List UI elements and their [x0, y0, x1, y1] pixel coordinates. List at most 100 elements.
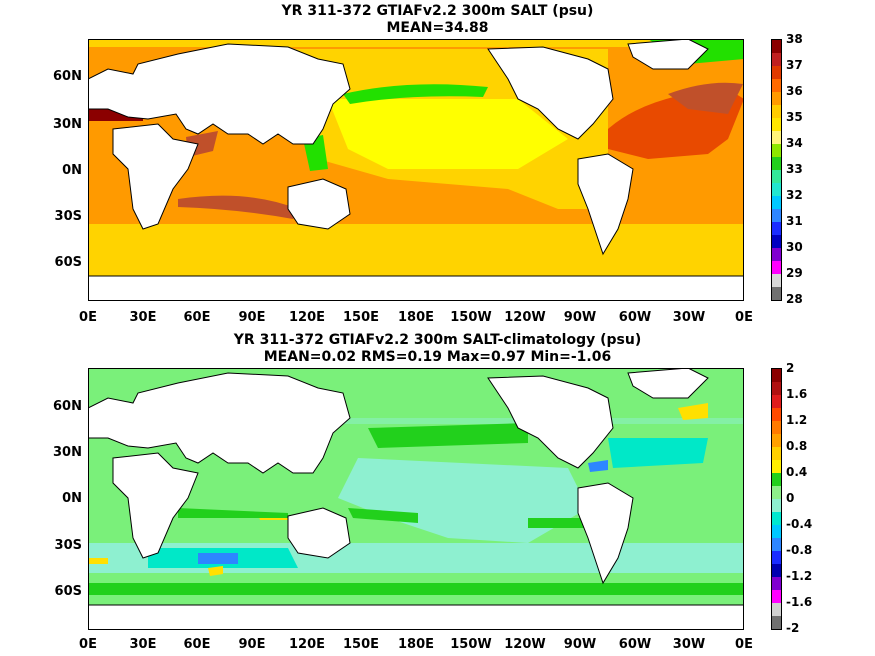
p2-ylabel-60s: 60S [54, 584, 82, 599]
colorbar-swatch [772, 40, 781, 53]
anom-atlantic-cyan [608, 438, 708, 468]
north-america [487, 46, 614, 140]
colorbar-swatch [772, 447, 781, 460]
colorbar-swatch [772, 235, 781, 248]
south-america [577, 482, 634, 585]
p2-xlabel: 60E [183, 637, 211, 652]
colorbar-swatch [772, 499, 781, 512]
panel2-anomaly-map [88, 368, 744, 630]
p2-cb-label: -0.4 [786, 517, 813, 531]
colorbar-swatch [772, 131, 781, 144]
panel2-continents [88, 368, 744, 630]
p2-cb-label: -1.6 [786, 595, 813, 609]
p2-xlabel: 30E [129, 637, 157, 652]
p1-xlabel: 60W [618, 310, 652, 325]
p2-cb-label: 0.8 [786, 439, 808, 453]
p2-cb-label: -1.2 [786, 569, 813, 583]
panel1-subtitle: MEAN=34.88 [386, 20, 489, 36]
p2-cb-label: 0 [786, 491, 795, 505]
australia [287, 178, 351, 230]
p1-xlabel: 120W [504, 310, 546, 325]
p1-cb-label: 34 [786, 136, 803, 150]
p1-xlabel: 180E [397, 310, 435, 325]
colorbar-swatch [772, 525, 781, 538]
p1-xlabel: 30E [129, 310, 157, 325]
antarctica [88, 275, 744, 301]
colorbar-swatch [772, 183, 781, 196]
p1-cb-label: 36 [786, 84, 803, 98]
panel1-salinity-map [88, 39, 744, 301]
panel2-subtitle: MEAN=0.02 RMS=0.19 Max=0.97 Min=-1.06 [263, 349, 612, 365]
salt-indian-band [178, 195, 298, 219]
p2-ylabel-30s: 30S [54, 538, 82, 553]
colorbar-swatch [772, 170, 781, 183]
colorbar-swatch [772, 590, 781, 603]
colorbar-swatch [772, 486, 781, 499]
p2-cb-label: 1.6 [786, 387, 808, 401]
colorbar-swatch [772, 92, 781, 105]
colorbar-swatch [772, 577, 781, 590]
eurasia [88, 372, 351, 474]
panel1-continents [88, 39, 744, 301]
north-america [487, 375, 614, 469]
anom-pacific-green [368, 423, 528, 448]
colorbar-swatch [772, 105, 781, 118]
p2-cb-label: -0.8 [786, 543, 813, 557]
australia [287, 507, 351, 559]
p1-xlabel: 30W [672, 310, 706, 325]
p1-xlabel: 90E [238, 310, 266, 325]
p1-xlabel: 120E [288, 310, 326, 325]
p1-ylabel-60s: 60S [54, 255, 82, 270]
colorbar-swatch [772, 274, 781, 287]
colorbar-swatch [772, 421, 781, 434]
panel2-title: YR 311-372 GTIAFv2.2 300m SALT-climatolo… [233, 332, 642, 348]
p1-ylabel-0n: 0N [62, 163, 82, 178]
colorbar-swatch [772, 538, 781, 551]
greenland [627, 368, 709, 399]
p1-xlabel: 90W [563, 310, 597, 325]
colorbar-swatch [772, 460, 781, 473]
colorbar-swatch [772, 53, 781, 66]
p2-xlabel: 90W [563, 637, 597, 652]
p2-xlabel: 120W [504, 637, 546, 652]
p2-xlabel: 150W [450, 637, 492, 652]
p1-cb-label: 30 [786, 240, 803, 254]
colorbar-swatch [772, 369, 781, 382]
colorbar-swatch [772, 79, 781, 92]
colorbar-swatch [772, 287, 781, 300]
p1-xlabel: 150W [450, 310, 492, 325]
colorbar-swatch [772, 222, 781, 235]
p2-cb-label: 1.2 [786, 413, 808, 427]
p1-cb-label: 37 [786, 58, 803, 72]
colorbar-swatch [772, 261, 781, 274]
p1-ylabel-30s: 30S [54, 209, 82, 224]
p1-ylabel-30n: 30N [53, 117, 82, 132]
colorbar-swatch [772, 118, 781, 131]
salt-north-pacific-green [343, 84, 488, 104]
p1-ylabel-60n: 60N [53, 69, 82, 84]
colorbar-swatch [772, 66, 781, 79]
colorbar-swatch [772, 434, 781, 447]
p1-xlabel: 0E [79, 310, 97, 325]
colorbar-swatch [772, 551, 781, 564]
africa [112, 452, 199, 559]
p1-cb-label: 35 [786, 110, 803, 124]
p2-xlabel: 90E [238, 637, 266, 652]
colorbar-swatch [772, 616, 781, 629]
colorbar-swatch [772, 144, 781, 157]
antarctica [88, 604, 744, 630]
p1-xlabel: 0E [735, 310, 753, 325]
colorbar-swatch [772, 157, 781, 170]
panel1-colorbar [771, 39, 782, 301]
p2-xlabel: 150E [342, 637, 380, 652]
p2-cb-label: -2 [786, 621, 800, 635]
greenland [627, 39, 709, 70]
colorbar-swatch [772, 408, 781, 421]
salt-pacific-lightyellow [328, 99, 568, 169]
africa [112, 123, 199, 230]
colorbar-swatch [772, 209, 781, 222]
p2-ylabel-30n: 30N [53, 445, 82, 460]
p2-xlabel: 30W [672, 637, 706, 652]
p2-ylabel-0n: 0N [62, 491, 82, 506]
colorbar-swatch [772, 512, 781, 525]
